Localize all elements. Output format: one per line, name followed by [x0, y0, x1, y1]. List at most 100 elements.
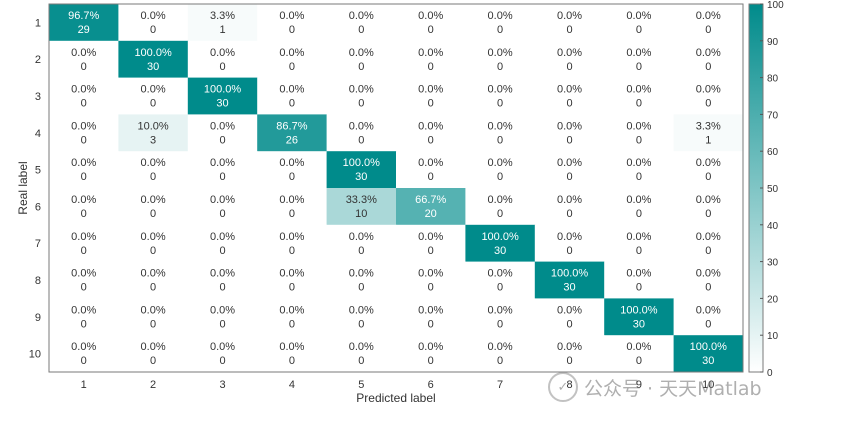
cell-percentage: 0.0%	[141, 341, 166, 353]
cell-percentage: 0.0%	[626, 194, 651, 206]
cell-percentage: 0.0%	[71, 341, 96, 353]
cell-count: 0	[497, 208, 503, 220]
cell-count: 0	[81, 318, 87, 330]
heatmap-cell	[396, 224, 466, 262]
heatmap-cell	[534, 40, 605, 78]
cell-count: 0	[705, 208, 711, 220]
cell-count: 30	[563, 282, 575, 294]
cell-percentage: 0.0%	[696, 10, 721, 22]
cell-count: 0	[566, 245, 572, 257]
heatmap-cell	[257, 151, 327, 189]
cell-percentage: 0.0%	[141, 268, 166, 280]
heatmap-cell	[604, 261, 674, 299]
x-tick-label: 4	[289, 379, 295, 391]
cell-count: 0	[566, 98, 572, 110]
colorbar-tick-label: 60	[767, 147, 779, 158]
heatmap-cell	[187, 4, 258, 42]
cell-count: 0	[358, 245, 364, 257]
cell-count: 0	[636, 98, 642, 110]
cell-percentage: 0.0%	[488, 47, 513, 59]
heatmap-cell	[465, 40, 536, 78]
cell-percentage: 0.0%	[279, 268, 304, 280]
cell-percentage: 0.0%	[696, 194, 721, 206]
cell-percentage: 0.0%	[349, 84, 374, 96]
heatmap-cell	[49, 151, 119, 189]
heatmap-cell	[465, 114, 536, 152]
x-axis-label: Predicted label	[356, 391, 435, 405]
heatmap-cell	[257, 4, 327, 42]
colorbar-tick-label: 70	[767, 110, 779, 121]
cell-count: 10	[355, 208, 367, 220]
cell-percentage: 0.0%	[626, 47, 651, 59]
cell-count: 1	[705, 134, 711, 146]
cell-count: 26	[286, 134, 298, 146]
cell-count: 0	[150, 208, 156, 220]
cell-count: 30	[216, 98, 228, 110]
cell-percentage: 0.0%	[210, 268, 235, 280]
cell-percentage: 100.0%	[551, 268, 589, 280]
cell-percentage: 0.0%	[210, 120, 235, 132]
heatmap-cell	[257, 114, 327, 152]
cell-count: 1	[219, 24, 225, 36]
cell-count: 0	[81, 134, 87, 146]
heatmap-cell	[604, 188, 674, 226]
cell-count: 0	[219, 134, 225, 146]
cell-percentage: 0.0%	[696, 304, 721, 316]
cell-percentage: 0.0%	[696, 84, 721, 96]
heatmap-cell	[396, 77, 466, 115]
cell-percentage: 3.3%	[210, 10, 235, 22]
cell-percentage: 0.0%	[557, 120, 582, 132]
cell-percentage: 0.0%	[696, 268, 721, 280]
cell-count: 0	[705, 318, 711, 330]
cell-count: 0	[289, 318, 295, 330]
y-axis-ticks: 1 2 3 4 5 6 7 8 9 10	[29, 17, 41, 360]
cell-percentage: 0.0%	[71, 268, 96, 280]
y-tick-label: 7	[35, 238, 41, 250]
heatmap-cell	[118, 4, 189, 42]
heatmap-cell	[396, 4, 466, 42]
cell-percentage: 0.0%	[279, 304, 304, 316]
cell-count: 0	[497, 318, 503, 330]
cell-count: 0	[705, 24, 711, 36]
heatmap-cell	[465, 4, 536, 42]
heatmap-cell	[49, 77, 119, 115]
heatmap-cell	[118, 77, 189, 115]
heatmap-cell	[465, 335, 536, 373]
cell-percentage: 0.0%	[557, 157, 582, 169]
heatmap-cell	[534, 77, 605, 115]
cell-percentage: 0.0%	[71, 194, 96, 206]
cell-percentage: 0.0%	[210, 157, 235, 169]
cell-count: 0	[289, 24, 295, 36]
heatmap-cell	[187, 335, 258, 373]
cell-percentage: 0.0%	[210, 231, 235, 243]
cell-percentage: 0.0%	[141, 231, 166, 243]
cell-labels: 96.7%290.0%03.3%10.0%00.0%00.0%00.0%00.0…	[68, 10, 727, 367]
cell-count: 0	[705, 245, 711, 257]
colorbar-tick-label: 10	[767, 331, 779, 342]
cell-percentage: 0.0%	[488, 120, 513, 132]
heatmap-cell	[326, 114, 397, 152]
cell-percentage: 0.0%	[141, 157, 166, 169]
cell-count: 0	[219, 318, 225, 330]
cell-percentage: 86.7%	[276, 120, 307, 132]
heatmap-cell	[118, 335, 189, 373]
heatmap-cell	[257, 298, 327, 336]
cell-percentage: 0.0%	[488, 304, 513, 316]
heatmap-cell	[465, 261, 536, 299]
heatmap-cell	[396, 114, 466, 152]
y-axis-label: Real label	[16, 161, 30, 214]
cell-count: 0	[150, 318, 156, 330]
cell-count: 0	[81, 282, 87, 294]
cell-count: 0	[150, 24, 156, 36]
cell-count: 0	[150, 282, 156, 294]
heatmap-cell	[673, 114, 744, 152]
cell-percentage: 0.0%	[141, 194, 166, 206]
heatmap-cell	[187, 151, 258, 189]
cell-count: 0	[428, 134, 434, 146]
cell-count: 30	[702, 355, 714, 367]
cell-count: 0	[428, 171, 434, 183]
cell-percentage: 33.3%	[346, 194, 377, 206]
cell-percentage: 0.0%	[557, 231, 582, 243]
heatmap-cell	[534, 114, 605, 152]
x-tick-label: 7	[497, 379, 503, 391]
